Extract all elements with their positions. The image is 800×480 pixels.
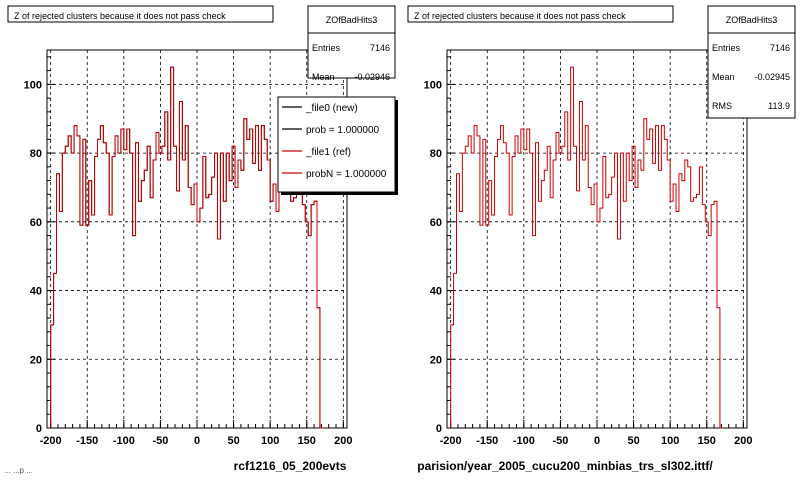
x-tick-label: 150 [698, 435, 716, 447]
legend-box [277, 96, 396, 193]
y-tick-label: 100 [424, 79, 442, 91]
series--file1-ref- [450, 66, 723, 429]
x-tick-label: -50 [552, 435, 568, 447]
series-line [450, 66, 723, 429]
y-tick-label: 80 [430, 148, 442, 160]
stats-label: Entries [712, 43, 741, 53]
y-tick-label: 0 [436, 423, 442, 435]
stats-name: ZOfBadHits3 [726, 15, 778, 25]
x-axis-title: parision/year_2005_cucu200_minbias_trs_s… [417, 459, 713, 473]
x-tick-label: -150 [76, 435, 98, 447]
series--file1-ref- [50, 66, 323, 429]
y-axis: 0 20 40 60 80 100 [424, 56, 747, 435]
x-tick-label: -50 [152, 435, 168, 447]
series-line [50, 66, 323, 429]
footer-text: ... ...p ... [4, 466, 33, 475]
y-tick-label: 20 [30, 354, 42, 366]
stats-box [307, 5, 396, 79]
stats-label: Mean [312, 72, 335, 82]
chart-panel-1: -200 -150 -100 -50 0 50 100 150 200 0 20 40 60 80 100 Z… [7, 5, 398, 473]
chart-title: Z of rejected clusters because it does n… [14, 11, 226, 21]
x-tick-label: -100 [513, 435, 535, 447]
chart-title-box [7, 5, 274, 23]
x-tick-label: 100 [261, 435, 279, 447]
y-tick-label: 100 [24, 79, 42, 91]
y-tick-label: 80 [30, 148, 42, 160]
y-tick-label: 40 [30, 286, 42, 298]
x-tick-label: 0 [594, 435, 600, 447]
stats-value: 7146 [770, 43, 790, 53]
legend-label: _file0 (new) [305, 103, 358, 114]
chart-title-box [407, 5, 674, 23]
x-tick-label: -200 [40, 435, 62, 447]
legend-label: _file1 (ref) [305, 147, 351, 158]
x-tick-label: -150 [476, 435, 498, 447]
y-tick-label: 0 [36, 423, 42, 435]
stats-value: -0.02946 [354, 72, 390, 82]
stats-label: Entries [312, 43, 341, 53]
x-tick-label: 50 [627, 435, 639, 447]
y-tick-label: 20 [430, 354, 442, 366]
x-tick-label: 0 [194, 435, 200, 447]
chart-title: Z of rejected clusters because it does n… [414, 11, 626, 21]
stats-box [707, 5, 796, 119]
stats-name: ZOfBadHits3 [326, 15, 378, 25]
x-tick-label: 50 [227, 435, 239, 447]
chart-panel-2: -200 -150 -100 -50 0 50 100 150 200 0 20 40 60 80 100 Z… [407, 5, 796, 473]
x-axis-title: rcf1216_05_200evts [234, 459, 347, 473]
legend-label: probN = 1.000000 [306, 169, 387, 180]
stats-value: -0.02945 [754, 72, 790, 82]
x-tick-label: -200 [440, 435, 462, 447]
x-tick-label: 150 [298, 435, 316, 447]
x-tick-label: 200 [734, 435, 752, 447]
y-tick-label: 40 [430, 286, 442, 298]
stats-value: 113.9 [768, 101, 790, 111]
y-tick-label: 60 [430, 217, 442, 229]
x-tick-label: 200 [334, 435, 352, 447]
legend-label: prob = 1.000000 [306, 125, 380, 136]
x-tick-label: -100 [113, 435, 135, 447]
stats-label: Mean [712, 72, 735, 82]
stats-label: RMS [712, 101, 732, 111]
stats-value: 7146 [370, 43, 390, 53]
y-tick-label: 60 [30, 217, 42, 229]
x-tick-label: 100 [661, 435, 679, 447]
